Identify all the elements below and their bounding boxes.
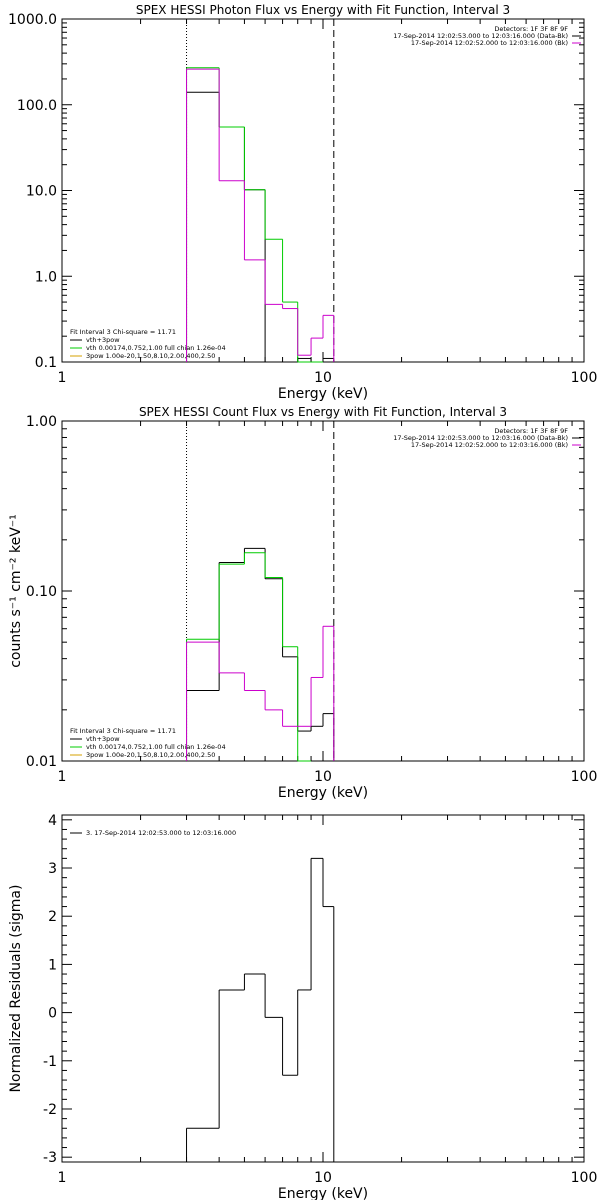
- chart-2: SPEX HESSI Count Flux vs Energy with Fit…: [8, 405, 597, 801]
- info-right-line: Detectors: 1F 3F 8F 9F: [494, 427, 568, 435]
- info-right-line: 17-Sep-2014 12:02:53.000 to 12:03:16.000…: [393, 32, 568, 40]
- series-2: [186, 67, 323, 363]
- series-1: [186, 91, 335, 363]
- x-tick-label: 1: [58, 370, 67, 386]
- x-axis-label: Energy (keV): [278, 386, 368, 402]
- x-axis-label: Energy (keV): [278, 1186, 368, 1200]
- x-axis-label: Energy (keV): [278, 785, 368, 801]
- y-tick-label: 0.01: [26, 754, 57, 770]
- x-tick-label: 10: [314, 1170, 332, 1186]
- plot-frame: [61, 420, 585, 762]
- series-1: [186, 547, 335, 761]
- info-left-line: vth 0.00174,0.752,1.00 full chian 1.26e-…: [86, 344, 226, 352]
- y-tick-label: 100.0: [17, 98, 57, 114]
- y-tick-label: -1: [43, 1054, 57, 1070]
- chart-1: SPEX HESSI Photon Flux vs Energy with Fi…: [8, 3, 597, 402]
- chart-3: 1 10 100 -3 -2 -1 0 1 2 3 4 Energy (keV) Normalized …: [8, 813, 597, 1200]
- y-tick-label: 0.10: [26, 584, 57, 600]
- y-tick-label: 0.1: [35, 355, 57, 371]
- info-right-line: 17-Sep-2014 12:02:53.000 to 12:03:16.000…: [393, 434, 568, 442]
- y-tick-label: 2: [48, 909, 57, 925]
- y-tick-label: 1.0: [35, 269, 57, 285]
- x-tick-label: 100: [571, 769, 598, 785]
- y-tick-label: 1.00: [26, 414, 57, 430]
- info-left-line: Fit Interval 3 Chi-square = 11.71: [70, 727, 176, 735]
- info-left-line: 3pow 1.00e-20,1.50,8.10,2.00,400,2.50: [86, 751, 215, 759]
- y-tick-label: 10.0: [26, 184, 57, 200]
- x-tick-label: 1: [58, 1170, 67, 1186]
- chart-title: SPEX HESSI Count Flux vs Energy with Fit…: [139, 405, 507, 419]
- x-tick-label: 100: [571, 1170, 598, 1186]
- y-tick-label: 0: [48, 1006, 57, 1022]
- y-tick-label: 1000.0: [8, 12, 57, 28]
- y-tick-label: 4: [48, 813, 57, 829]
- plot-frame: [61, 18, 585, 363]
- info-left-line: 3pow 1.00e-20,1.50,8.10,2.00,400,2.50: [86, 352, 215, 360]
- x-tick-label: 10: [314, 769, 332, 785]
- info-left-line: vth+3pow: [86, 735, 120, 743]
- series-1: [186, 857, 335, 1162]
- series-3: [186, 625, 335, 761]
- y-tick-label: 3: [48, 861, 57, 877]
- x-tick-label: 100: [571, 370, 598, 386]
- info-right-line: 17-Sep-2014 12:02:52.000 to 12:03:16.000…: [411, 39, 568, 47]
- y-axis-label: Normalized Residuals (sigma): [8, 885, 24, 1093]
- y-tick-label: 1: [48, 957, 57, 973]
- chart-title: SPEX HESSI Photon Flux vs Energy with Fi…: [136, 3, 510, 17]
- info-right-line: Detectors: 1F 3F 8F 9F: [494, 25, 568, 33]
- info-right-line: 17-Sep-2014 12:02:52.000 to 12:03:16.000…: [411, 441, 568, 449]
- info-left-line: Fit Interval 3 Chi-square = 11.71: [70, 328, 176, 336]
- legend-text: 3. 17-Sep-2014 12:02:53.000 to 12:03:16.…: [86, 829, 236, 837]
- info-left-line: vth+3pow: [86, 336, 120, 344]
- y-tick-label: -2: [43, 1102, 57, 1118]
- x-tick-label: 1: [58, 769, 67, 785]
- y-tick-label: -3: [43, 1150, 57, 1166]
- x-tick-label: 10: [314, 370, 332, 386]
- y-axis-label: counts s⁻¹ cm⁻² keV⁻¹: [8, 514, 24, 668]
- info-left-line: vth 0.00174,0.752,1.00 full chian 1.26e-…: [86, 743, 226, 751]
- series-3: [186, 68, 335, 362]
